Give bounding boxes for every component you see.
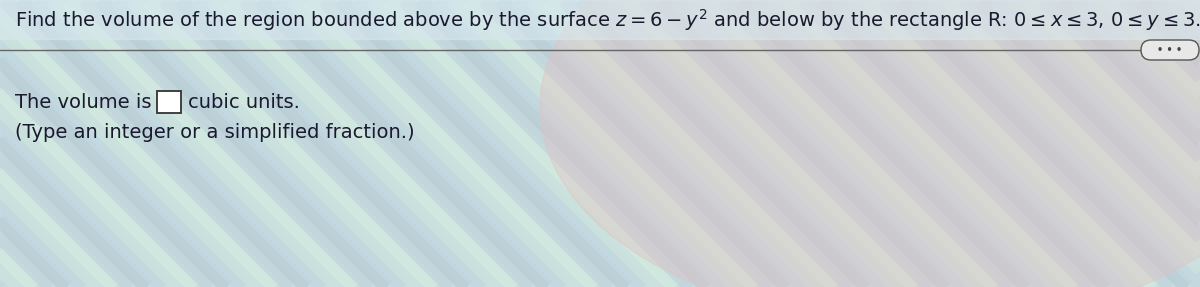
Text: Find the volume of the region bounded above by the surface $z = 6 - y^2$ and bel: Find the volume of the region bounded ab… xyxy=(14,7,1200,33)
Text: (Type an integer or a simplified fraction.): (Type an integer or a simplified fractio… xyxy=(14,123,415,141)
Text: The volume is: The volume is xyxy=(14,92,151,112)
FancyBboxPatch shape xyxy=(157,91,181,113)
FancyBboxPatch shape xyxy=(1141,40,1199,60)
Ellipse shape xyxy=(540,0,1200,287)
Text: cubic units.: cubic units. xyxy=(188,92,300,112)
Text: • • •: • • • xyxy=(1158,45,1182,55)
Bar xyxy=(0,0,1200,39)
